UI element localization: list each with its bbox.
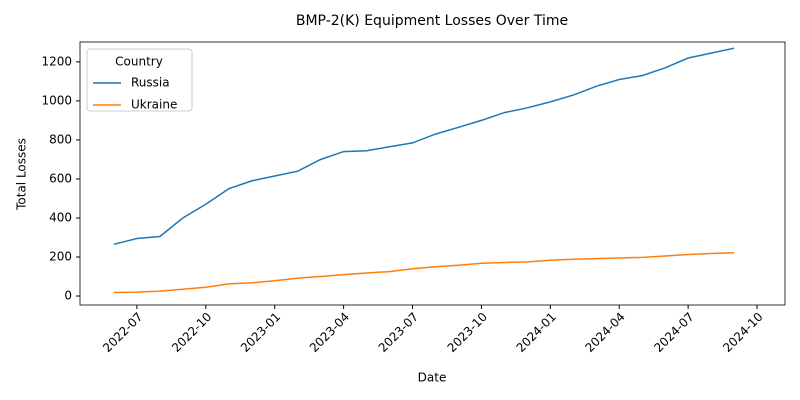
chart-title: BMP-2(K) Equipment Losses Over Time xyxy=(296,13,568,29)
y-tick-label: 1000 xyxy=(41,93,72,107)
y-axis-label: Total Losses xyxy=(15,138,29,211)
legend-label: Russia xyxy=(131,76,170,90)
x-tick-label: 2024-01 xyxy=(514,310,559,355)
x-tick-label: 2023-04 xyxy=(307,310,352,355)
y-tick-label: 600 xyxy=(49,171,72,185)
x-axis-label: Date xyxy=(418,371,447,385)
legend-label: Ukraine xyxy=(131,98,177,112)
y-tick-label: 1200 xyxy=(41,54,72,68)
plot-frame xyxy=(79,41,786,306)
legend-title: Country xyxy=(115,55,163,69)
line-series xyxy=(113,251,735,294)
x-tick-label: 2023-01 xyxy=(238,310,283,355)
y-tick-label: 800 xyxy=(49,132,72,146)
x-tick-label: 2023-10 xyxy=(445,310,490,355)
line-series xyxy=(113,47,735,246)
x-tick-label: 2024-04 xyxy=(582,310,627,355)
x-tick-label: 2022-10 xyxy=(169,310,214,355)
y-tick-label: 0 xyxy=(64,289,72,303)
x-tick-label: 2023-07 xyxy=(376,310,421,355)
x-tick-label: 2024-07 xyxy=(651,310,696,355)
y-tick-label: 400 xyxy=(49,210,72,224)
y-tick-label: 200 xyxy=(49,250,72,264)
x-tick-label: 2024-10 xyxy=(720,310,765,355)
legend-box xyxy=(86,48,193,112)
x-tick-label: 2022-07 xyxy=(100,310,145,355)
